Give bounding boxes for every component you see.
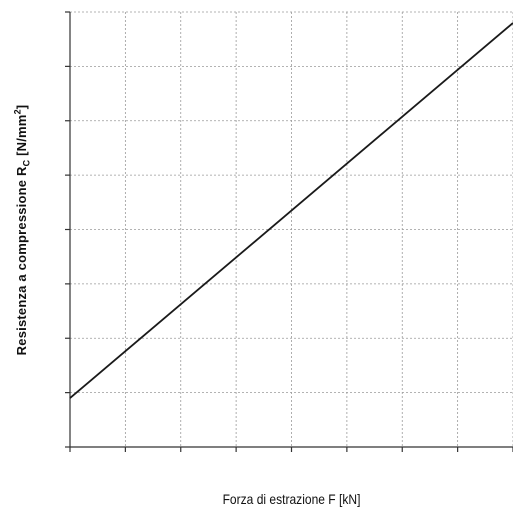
series-line-1	[69, 22, 513, 399]
y-axis-label-wrap: Resistenza a compressione RC [N/mm2]	[10, 14, 34, 446]
grid	[70, 11, 513, 447]
ticks	[65, 11, 513, 452]
y-axis-label: Resistenza a compressione RC [N/mm2]	[12, 104, 32, 356]
x-axis-label: Forza di estrazione F [kN]	[222, 491, 361, 507]
series	[69, 22, 513, 399]
